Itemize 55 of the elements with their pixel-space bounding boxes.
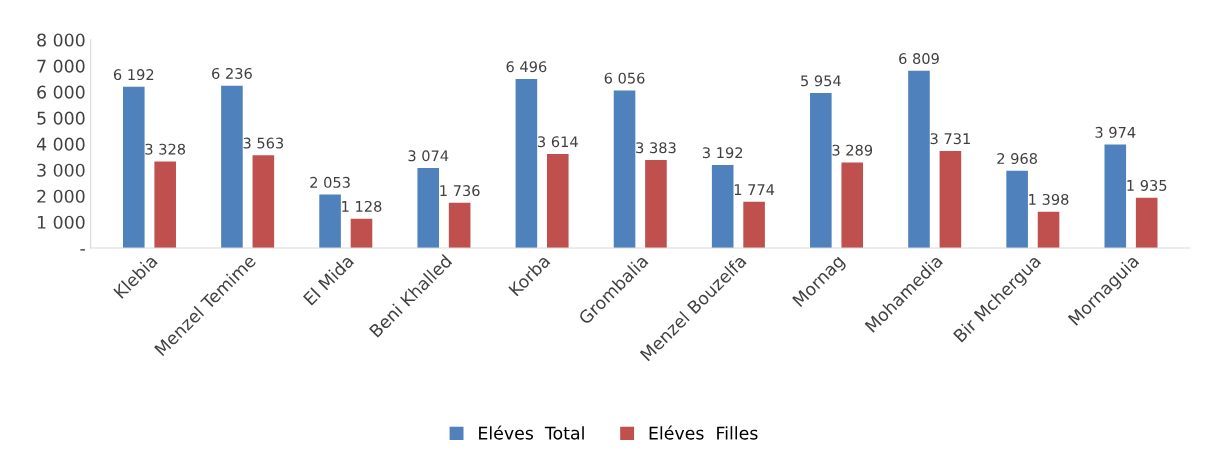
- data-label: 6 496: [506, 61, 547, 73]
- data-label: 5 954: [801, 75, 841, 87]
- bar: [939, 150, 962, 249]
- bar: [1135, 197, 1158, 249]
- bar: [154, 161, 176, 249]
- bar: [841, 162, 864, 249]
- data-label: 1 128: [342, 200, 382, 212]
- bar: [252, 155, 275, 249]
- bar: [613, 90, 636, 249]
- bar: [448, 202, 471, 249]
- y-tick-label: 6 000: [37, 85, 85, 99]
- data-label: 1 935: [1127, 179, 1167, 191]
- y-tick-label: 5 000: [37, 111, 85, 125]
- bar: [645, 159, 667, 249]
- bar: [515, 78, 538, 249]
- data-label: 3 328: [145, 143, 186, 155]
- bar: [1037, 211, 1060, 249]
- y-tick-label: 8 000: [37, 33, 85, 47]
- bar: [1104, 144, 1127, 249]
- data-label: 6 192: [113, 69, 154, 81]
- data-label: 6 056: [604, 72, 645, 84]
- data-label: 3 614: [538, 136, 578, 148]
- data-label: 2 968: [997, 153, 1038, 165]
- data-label: 6 236: [212, 67, 252, 79]
- data-label: 2 053: [310, 176, 350, 188]
- y-tick-label: 1 000: [37, 215, 85, 229]
- data-label: 3 383: [636, 142, 676, 154]
- bar: [417, 168, 440, 249]
- bar: [743, 201, 765, 249]
- data-label: 1 774: [734, 184, 775, 195]
- y-tick-label: 7 000: [37, 59, 85, 73]
- data-label: 1 736: [440, 185, 480, 197]
- y-tick-label: 4 000: [36, 137, 85, 151]
- bar: [1006, 170, 1028, 249]
- data-label: 3 289: [832, 144, 873, 156]
- data-label: 3 974: [1095, 126, 1136, 138]
- bar: [810, 93, 832, 249]
- bar: [908, 70, 930, 249]
- bar: [221, 85, 243, 249]
- bar: [711, 164, 734, 249]
- legend-label: Eléves Filles: [649, 425, 758, 440]
- data-label: 1 398: [1029, 193, 1069, 205]
- y-tick-label: 2 000: [37, 189, 85, 203]
- data-label: 6 809: [899, 53, 939, 65]
- y-tick-label: -: [80, 249, 85, 251]
- bar: [547, 153, 569, 249]
- data-label: 3 074: [408, 150, 449, 162]
- legend-label: Eléves Total: [479, 425, 584, 440]
- data-label: 3 731: [930, 133, 970, 145]
- bar: [350, 218, 373, 249]
- bar: [319, 194, 341, 249]
- data-label: 3 563: [243, 137, 284, 149]
- bar: [122, 86, 145, 249]
- y-tick-label: 3 000: [37, 163, 85, 177]
- data-label: 3 192: [702, 147, 743, 159]
